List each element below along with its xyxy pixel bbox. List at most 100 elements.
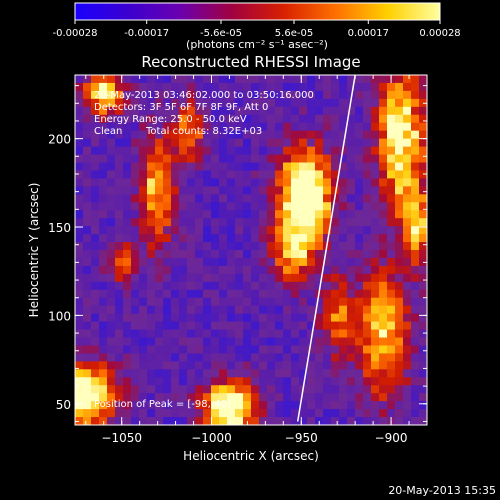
heatmap-cell	[171, 186, 180, 195]
heatmap-cell	[403, 194, 412, 203]
heatmap-cell	[171, 289, 180, 299]
heatmap-cell	[307, 305, 316, 315]
heatmap-cell	[179, 242, 188, 251]
heatmap-cell	[115, 321, 124, 331]
heatmap-cell	[379, 114, 388, 124]
heatmap-cell	[147, 361, 156, 370]
heatmap-cell	[307, 345, 316, 354]
heatmap-cell	[235, 401, 244, 410]
heatmap-cell	[147, 409, 156, 418]
heatmap-cell	[179, 353, 188, 362]
heatmap-cell	[419, 170, 427, 179]
heatmap-cell	[99, 242, 108, 251]
heatmap-cell	[171, 273, 180, 283]
heatmap-cell	[411, 377, 420, 386]
heatmap-cell	[315, 154, 324, 164]
heatmap-cell	[267, 265, 276, 275]
heatmap-cell	[387, 170, 396, 179]
heatmap-cell	[403, 75, 412, 84]
heatmap-cell	[155, 146, 164, 156]
heatmap-cell	[267, 377, 276, 386]
heatmap-cell	[179, 361, 188, 370]
heatmap-cell	[227, 297, 236, 307]
heatmap-cell	[379, 90, 388, 100]
heatmap-cell	[83, 122, 92, 132]
heatmap-cell	[235, 393, 244, 402]
heatmap-cell	[387, 305, 396, 315]
heatmap-cell	[371, 305, 380, 315]
heatmap-cell	[395, 146, 404, 156]
heatmap-cell	[227, 194, 236, 203]
heatmap-cell	[419, 369, 427, 378]
heatmap-cell	[219, 289, 228, 299]
heatmap-cell	[251, 178, 260, 187]
heatmap-cell	[203, 409, 212, 418]
heatmap-cell	[411, 194, 420, 203]
heatmap-cell	[235, 377, 244, 386]
heatmap-cell	[347, 130, 356, 140]
heatmap-cell	[243, 281, 252, 291]
heatmap-cell	[235, 98, 244, 108]
heatmap-cell	[131, 90, 140, 100]
heatmap-cell	[83, 130, 92, 140]
heatmap-cell	[395, 90, 404, 100]
heatmap-cell	[235, 289, 244, 299]
heatmap-cell	[147, 345, 156, 354]
heatmap-cell	[83, 353, 92, 362]
heatmap-cell	[243, 409, 252, 418]
heatmap-cell	[299, 337, 308, 347]
heatmap-cell	[419, 393, 427, 402]
heatmap-cell	[355, 186, 364, 195]
heatmap-cell	[203, 154, 212, 164]
heatmap-cell	[75, 178, 84, 187]
heatmap-cell	[347, 194, 356, 203]
heatmap-cell	[299, 377, 308, 386]
heatmap-cell	[155, 154, 164, 164]
heatmap-cell	[323, 281, 332, 291]
heatmap-cell	[299, 329, 308, 339]
heatmap-cell	[267, 281, 276, 291]
heatmap-cell	[419, 297, 427, 307]
heatmap-cell	[419, 401, 427, 410]
heatmap-cell	[195, 273, 204, 283]
heatmap-cell	[131, 345, 140, 354]
heatmap-cell	[115, 385, 124, 394]
heatmap-cell	[387, 146, 396, 156]
heatmap-cell	[331, 345, 340, 354]
heatmap-cell	[307, 401, 316, 410]
heatmap-cell	[75, 114, 84, 124]
heatmap-cell	[259, 90, 268, 100]
heatmap-cell	[315, 170, 324, 179]
heatmap-cell	[379, 162, 388, 172]
heatmap-cell	[131, 265, 140, 275]
heatmap-cell	[363, 242, 372, 251]
heatmap-cell	[307, 353, 316, 362]
heatmap-cell	[403, 369, 412, 378]
heatmap-cell	[171, 226, 180, 235]
heatmap-cell	[307, 242, 316, 251]
heatmap-cell	[155, 257, 164, 267]
heatmap-cell	[75, 385, 84, 394]
heatmap-cell	[267, 297, 276, 307]
heatmap-cell	[283, 417, 292, 425]
heatmap-cell	[227, 409, 236, 418]
heatmap-cell	[83, 202, 92, 211]
heatmap-cell	[315, 178, 324, 187]
heatmap-cell	[419, 75, 427, 84]
heatmap-cell	[315, 98, 324, 108]
heatmap-cell	[371, 297, 380, 307]
heatmap-cell	[91, 106, 100, 116]
heatmap-cell	[251, 75, 260, 84]
heatmap-cell	[259, 154, 268, 164]
heatmap-cell	[251, 162, 260, 172]
heatmap-cell	[283, 106, 292, 116]
heatmap-cell	[219, 273, 228, 283]
heatmap-cell	[203, 106, 212, 116]
heatmap-cell	[139, 186, 148, 195]
heatmap-cell	[123, 281, 132, 291]
heatmap-cell	[187, 122, 196, 132]
heatmap-cell	[331, 409, 340, 418]
heatmap-cell	[307, 98, 316, 108]
heatmap-cell	[371, 369, 380, 378]
heatmap-cell	[307, 114, 316, 124]
